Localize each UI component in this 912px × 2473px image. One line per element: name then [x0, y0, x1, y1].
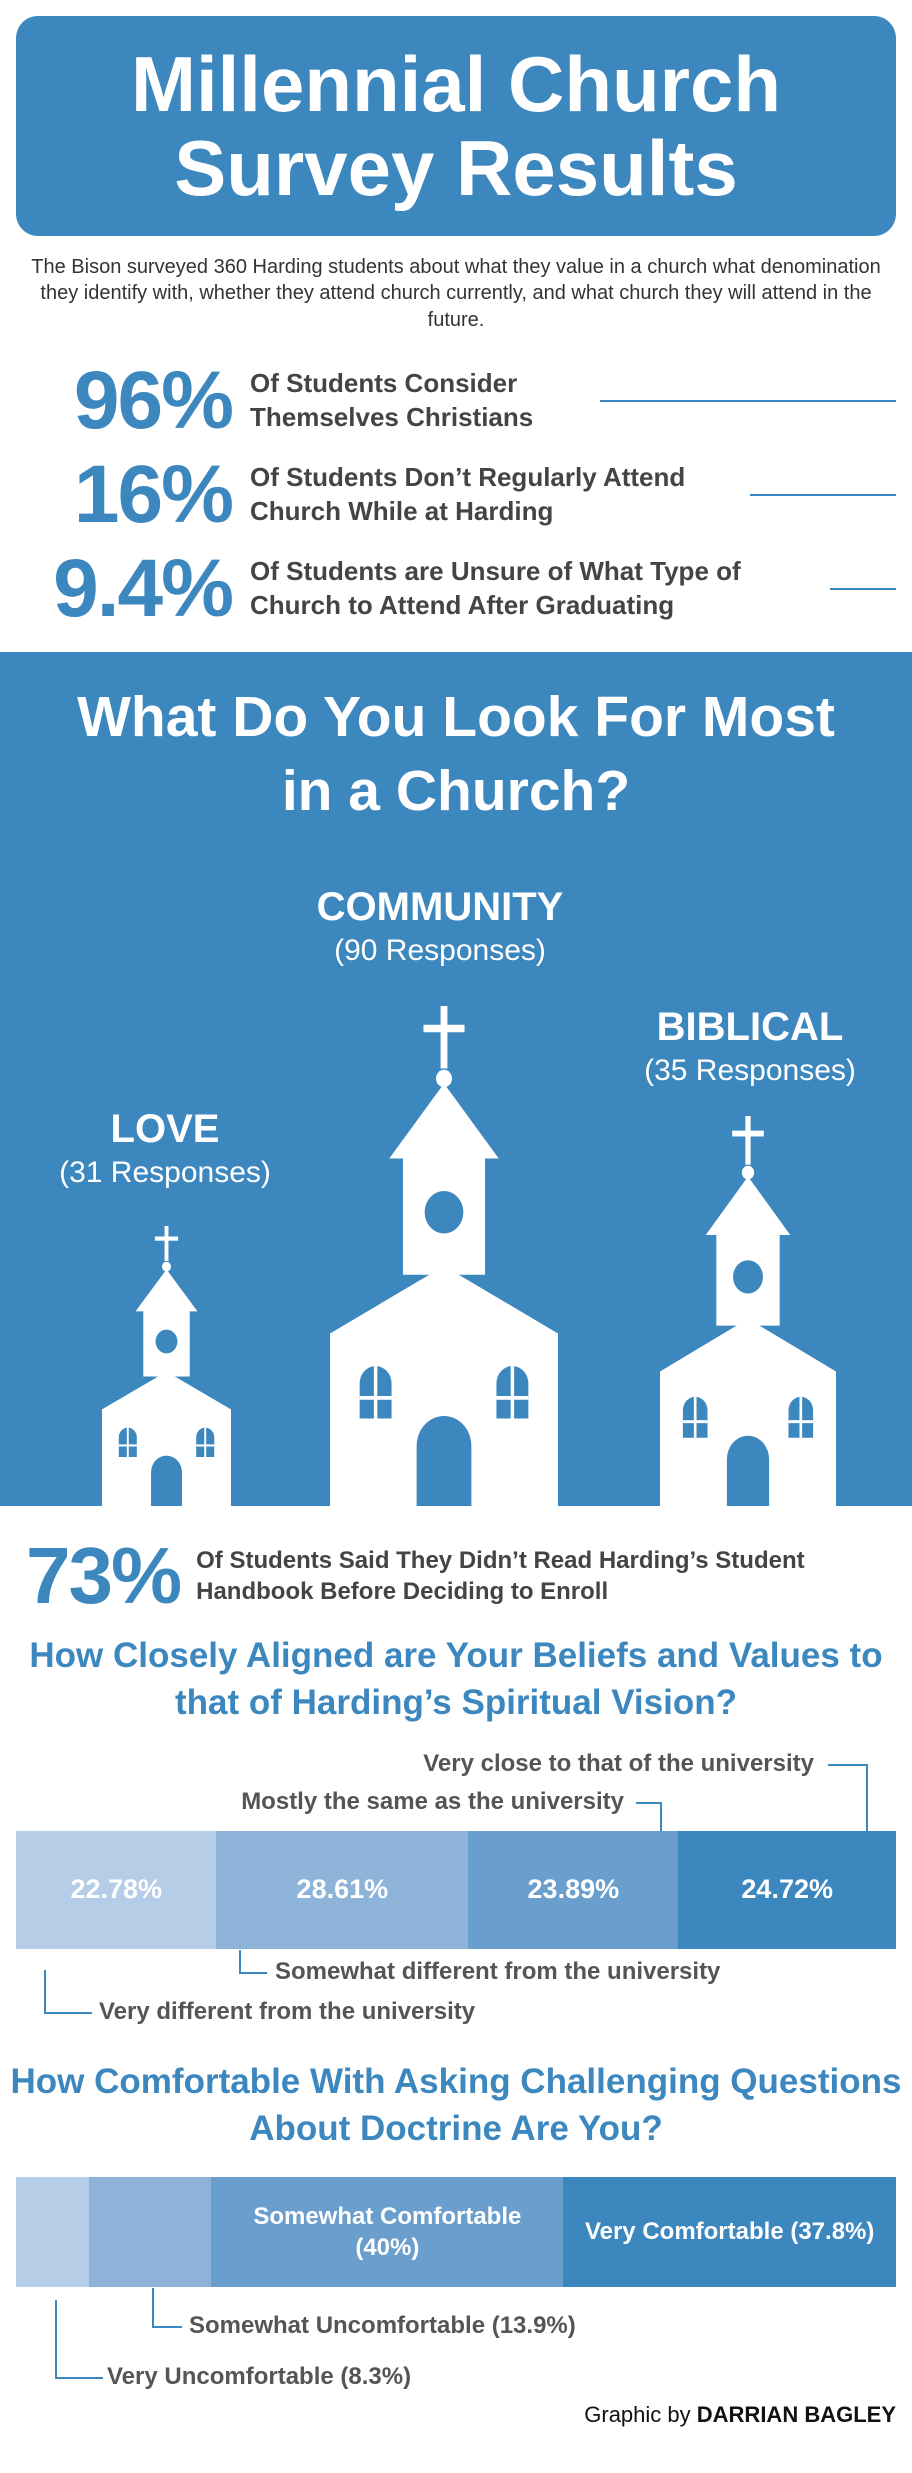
church-name: LOVE: [110, 1107, 220, 1151]
segment-label: 24.72%: [741, 1874, 833, 1905]
church-name: COMMUNITY: [316, 885, 564, 929]
stat-row: 9.4% Of Students are Unsure of What Type…: [0, 543, 896, 634]
question-title: How Closely Aligned are Your Beliefs and…: [29, 1636, 883, 1723]
church-label: COMMUNITY (90 Responses): [260, 885, 620, 968]
church-label: LOVE (31 Responses): [0, 1107, 345, 1190]
segment-note: Very close to that of the university: [423, 1750, 814, 1777]
church-responses: (90 Responses): [334, 934, 546, 967]
stat-label: Of Students are Unsure of What Type of C…: [250, 556, 741, 620]
segment-label: Somewhat Comfortable (40%): [253, 2202, 522, 2261]
segment-note: Very Uncomfortable (8.3%): [107, 2363, 412, 2390]
church-icon: [330, 1006, 558, 1506]
stacked-bar: 22.78% 28.61% 23.89% 24.72%: [16, 1831, 896, 1949]
rule: [600, 400, 896, 402]
intro: The Bison surveyed 360 Harding students …: [31, 256, 881, 331]
bar-segment: Somewhat Comfortable (40%): [211, 2177, 564, 2287]
bar-segment: 28.61%: [216, 1831, 469, 1949]
bracket: [828, 1764, 868, 1832]
handbook-row: 73% Of Students Said They Didn’t Read Ha…: [26, 1530, 896, 1622]
stat-label: Of Students Don’t Regularly Attend Churc…: [250, 462, 686, 526]
church-icon: [102, 1226, 231, 1506]
rule: [830, 588, 896, 590]
bar-segment: [89, 2177, 212, 2287]
church-responses: (31 Responses): [59, 1156, 271, 1189]
stat-row: 16% Of Students Don’t Regularly Attend C…: [0, 449, 896, 540]
credit-prefix: Graphic by: [584, 2402, 691, 2427]
stat-label: Of Students Consider Themselves Christia…: [250, 368, 534, 432]
section-title: What Do You Look For Most in a Church?: [77, 685, 835, 824]
bar-segment: 24.72%: [678, 1831, 896, 1949]
church-responses: (35 Responses): [644, 1054, 856, 1087]
segment-label: 22.78%: [70, 1874, 163, 1905]
church-label: BIBLICAL (35 Responses): [570, 1005, 912, 1088]
bracket: [152, 2288, 182, 2328]
segment-label: 28.61%: [296, 1874, 389, 1905]
rule: [750, 494, 896, 496]
credit: Graphic by DARRIAN BAGLEY: [584, 2402, 896, 2428]
credit-name: DARRIAN BAGLEY: [696, 2402, 896, 2427]
segment-note: Somewhat Uncomfortable (13.9%): [189, 2312, 576, 2339]
segment-label: 23.89%: [527, 1874, 620, 1905]
stat-value: 73%: [26, 1531, 182, 1620]
stat-value: 96%: [73, 355, 234, 446]
bar-segment: [16, 2177, 90, 2287]
segment-note: Very different from the university: [99, 1998, 476, 2025]
stacked-bar: Somewhat Comfortable (40%) Very Comfortab…: [16, 2177, 896, 2287]
segment-note: Somewhat different from the university: [275, 1958, 721, 1985]
bracket: [239, 1950, 267, 1974]
church-name: BIBLICAL: [656, 1005, 844, 1049]
stat-value: 16%: [73, 449, 234, 540]
bracket: [55, 2300, 103, 2379]
question-title: How Comfortable With Asking Challenging …: [10, 2062, 902, 2149]
bar-segment: Very Comfortable (37.8%): [563, 2177, 896, 2287]
bar-segment: 23.89%: [468, 1831, 679, 1949]
title-box: Millennial Church Survey Results: [16, 16, 896, 236]
title: Millennial Church Survey Results: [130, 39, 782, 212]
segment-note: Mostly the same as the university: [241, 1788, 624, 1815]
churches: [102, 1006, 836, 1506]
bracket: [636, 1802, 662, 1832]
bracket: [44, 1970, 92, 2014]
church-icon: [660, 1116, 836, 1506]
stat-value: 9.4%: [53, 543, 234, 634]
bar-segment: 22.78%: [16, 1831, 217, 1949]
stat-label: Of Students Said They Didn’t Read Hardin…: [196, 1546, 805, 1605]
segment-label: Very Comfortable (37.8%): [584, 2218, 875, 2246]
stat-row: 96% Of Students Consider Themselves Chri…: [0, 355, 896, 446]
